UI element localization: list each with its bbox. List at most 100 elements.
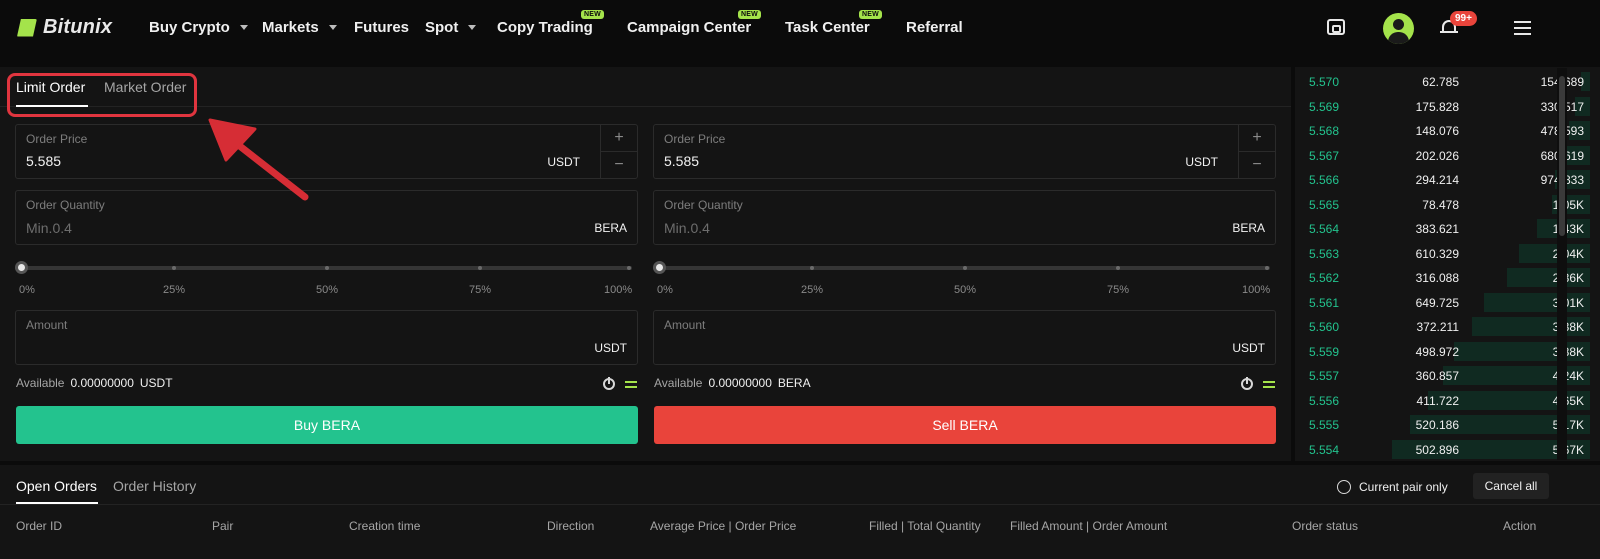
depth-bar	[1454, 341, 1590, 361]
available-unit: USDT	[139, 376, 173, 390]
current-pair-label[interactable]: Current pair only	[1359, 480, 1448, 494]
order-book-row[interactable]: 5.555 520.186 5.17K	[1295, 412, 1590, 436]
book-price: 5.554	[1309, 442, 1340, 457]
cancel-all-button[interactable]: Cancel all	[1473, 473, 1549, 499]
bitunix-logo[interactable]: Bitunix	[17, 16, 112, 39]
field-label: Amount	[664, 318, 706, 332]
order-form-panel: Limit Order Market Order Order Price 5.5…	[0, 59, 1291, 461]
col-filled-order-amount: Filled Amount | Order Amount	[1010, 519, 1168, 533]
order-book-row[interactable]: 5.554 502.896 5.67K	[1295, 437, 1590, 461]
scrollbar-thumb[interactable]	[1559, 76, 1565, 236]
buy-amount-field[interactable]: Amount USDT	[15, 310, 638, 365]
menu-icon[interactable]	[1514, 21, 1531, 35]
col-pair: Pair	[212, 519, 234, 533]
book-quantity: 383.621	[1415, 222, 1459, 236]
buy-button[interactable]: Buy BERA	[16, 406, 638, 444]
order-book-scrollbar[interactable]	[1557, 68, 1567, 460]
sell-percent-slider[interactable]	[653, 261, 1270, 275]
order-book-row[interactable]: 5.562 316.088 2.36K	[1295, 265, 1590, 289]
nav-task-center[interactable]: Task Center NEW	[785, 10, 882, 36]
tab-order-history[interactable]: Order History	[113, 478, 197, 494]
nav-futures[interactable]: Futures	[354, 19, 409, 36]
orders-tabs: Open Orders Order History Current pair o…	[0, 465, 1600, 505]
order-book-row[interactable]: 5.563 610.329 2.04K	[1295, 241, 1590, 265]
field-unit: USDT	[1185, 155, 1218, 169]
buy-available-balance: Available 0.00000000 USDT	[16, 376, 173, 390]
sell-amount-field[interactable]: Amount USDT	[653, 310, 1276, 365]
nav-label: Campaign Center	[627, 19, 752, 36]
annotation-highlight-box	[7, 73, 197, 117]
depth-bar	[1410, 415, 1590, 434]
depth-bar	[1569, 121, 1590, 140]
book-price: 5.556	[1309, 393, 1340, 408]
order-book-row[interactable]: 5.561 649.725 3.01K	[1295, 290, 1590, 314]
order-book-row[interactable]: 5.559 498.972 3.88K	[1295, 339, 1590, 363]
buy-percent-slider[interactable]	[15, 261, 632, 275]
order-book-row[interactable]: 5.564 383.621 1.43K	[1295, 216, 1590, 240]
available-label: Available	[16, 376, 65, 390]
chevron-down-icon	[468, 25, 477, 30]
chevron-down-icon	[239, 25, 248, 30]
field-label: Order Price	[26, 132, 88, 146]
sell-order-price-field[interactable]: Order Price 5.585 USDT + −	[653, 124, 1276, 179]
brand-name: Bitunix	[43, 16, 113, 38]
book-price: 5.567	[1309, 148, 1340, 163]
plus-icon[interactable]: +	[1252, 129, 1262, 146]
order-book-row[interactable]: 5.556 411.722 4.65K	[1295, 388, 1590, 412]
minus-icon[interactable]: −	[601, 151, 637, 177]
bell-icon[interactable]	[1440, 19, 1458, 35]
tab-open-orders[interactable]: Open Orders	[16, 478, 97, 494]
field-unit: BERA	[1232, 221, 1265, 235]
transfer-icon[interactable]	[1263, 378, 1275, 390]
deposit-icon[interactable]	[603, 377, 615, 390]
tab-market-order[interactable]: Market Order	[104, 79, 187, 95]
col-action: Action	[1503, 519, 1537, 533]
col-order-id: Order ID	[16, 519, 63, 533]
order-book: 5.57062.785154.6895.569175.828330.5175.5…	[1295, 59, 1600, 461]
transfer-icon[interactable]	[625, 378, 637, 390]
plus-icon[interactable]: +	[614, 129, 624, 146]
depth-bar	[1442, 366, 1590, 385]
slider-dot	[627, 266, 631, 270]
buy-order-quantity-field[interactable]: Order Quantity Min.0.4 BERA	[15, 190, 638, 245]
book-quantity: 294.214	[1415, 173, 1459, 187]
nav-campaign-center[interactable]: Campaign Center NEW	[627, 10, 761, 36]
orders-panel: Open Orders Order History Current pair o…	[0, 461, 1600, 559]
col-filled-total-quantity: Filled | Total Quantity	[869, 519, 981, 533]
order-book-row[interactable]: 5.557 360.857 4.24K	[1295, 363, 1590, 387]
book-price: 5.569	[1309, 99, 1340, 114]
deposit-icon[interactable]	[1241, 377, 1253, 390]
nav-label: Spot	[425, 19, 459, 36]
buy-order-price-field[interactable]: Order Price 5.585 USDT + −	[15, 124, 638, 179]
order-book-row[interactable]: 5.560 372.211 3.38K	[1295, 314, 1590, 338]
nav-referral[interactable]: Referral	[906, 19, 963, 36]
nav-buy-crypto[interactable]: Buy Crypto	[149, 19, 248, 36]
book-quantity: 502.896	[1415, 442, 1459, 457]
slider-handle[interactable]	[653, 261, 666, 274]
nav-markets[interactable]: Markets	[262, 19, 337, 36]
slider-handle[interactable]	[15, 261, 28, 274]
wallet-icon[interactable]	[1327, 19, 1345, 35]
order-book-row[interactable]: 5.565 78.478 1.05K	[1295, 192, 1590, 216]
depth-bar	[1519, 243, 1590, 263]
current-pair-radio[interactable]	[1337, 480, 1351, 494]
active-tab-indicator	[16, 105, 88, 107]
avatar[interactable]	[1383, 13, 1414, 44]
sell-order-quantity-field[interactable]: Order Quantity Min.0.4 BERA	[653, 190, 1276, 245]
nav-label: Copy Trading	[497, 19, 593, 36]
depth-bar	[1581, 72, 1590, 91]
nav-spot[interactable]: Spot	[425, 19, 477, 36]
nav-copy-trading[interactable]: Copy Trading NEW	[497, 10, 604, 36]
sell-button[interactable]: Sell BERA	[654, 406, 1276, 444]
tab-limit-order[interactable]: Limit Order	[16, 79, 86, 95]
slider-label-50: 50%	[316, 284, 339, 296]
slider-dot	[325, 266, 329, 270]
available-unit: BERA	[777, 376, 811, 390]
minus-icon[interactable]: −	[1239, 151, 1275, 177]
book-quantity: 372.211	[1416, 320, 1460, 334]
